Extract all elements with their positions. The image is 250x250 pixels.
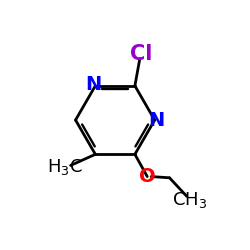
Text: CH$_3$: CH$_3$ (172, 190, 207, 210)
Text: N: N (148, 111, 165, 130)
Text: Cl: Cl (130, 44, 152, 64)
Text: H$_3$C: H$_3$C (46, 157, 82, 177)
Text: N: N (85, 75, 102, 94)
Text: O: O (139, 167, 156, 186)
